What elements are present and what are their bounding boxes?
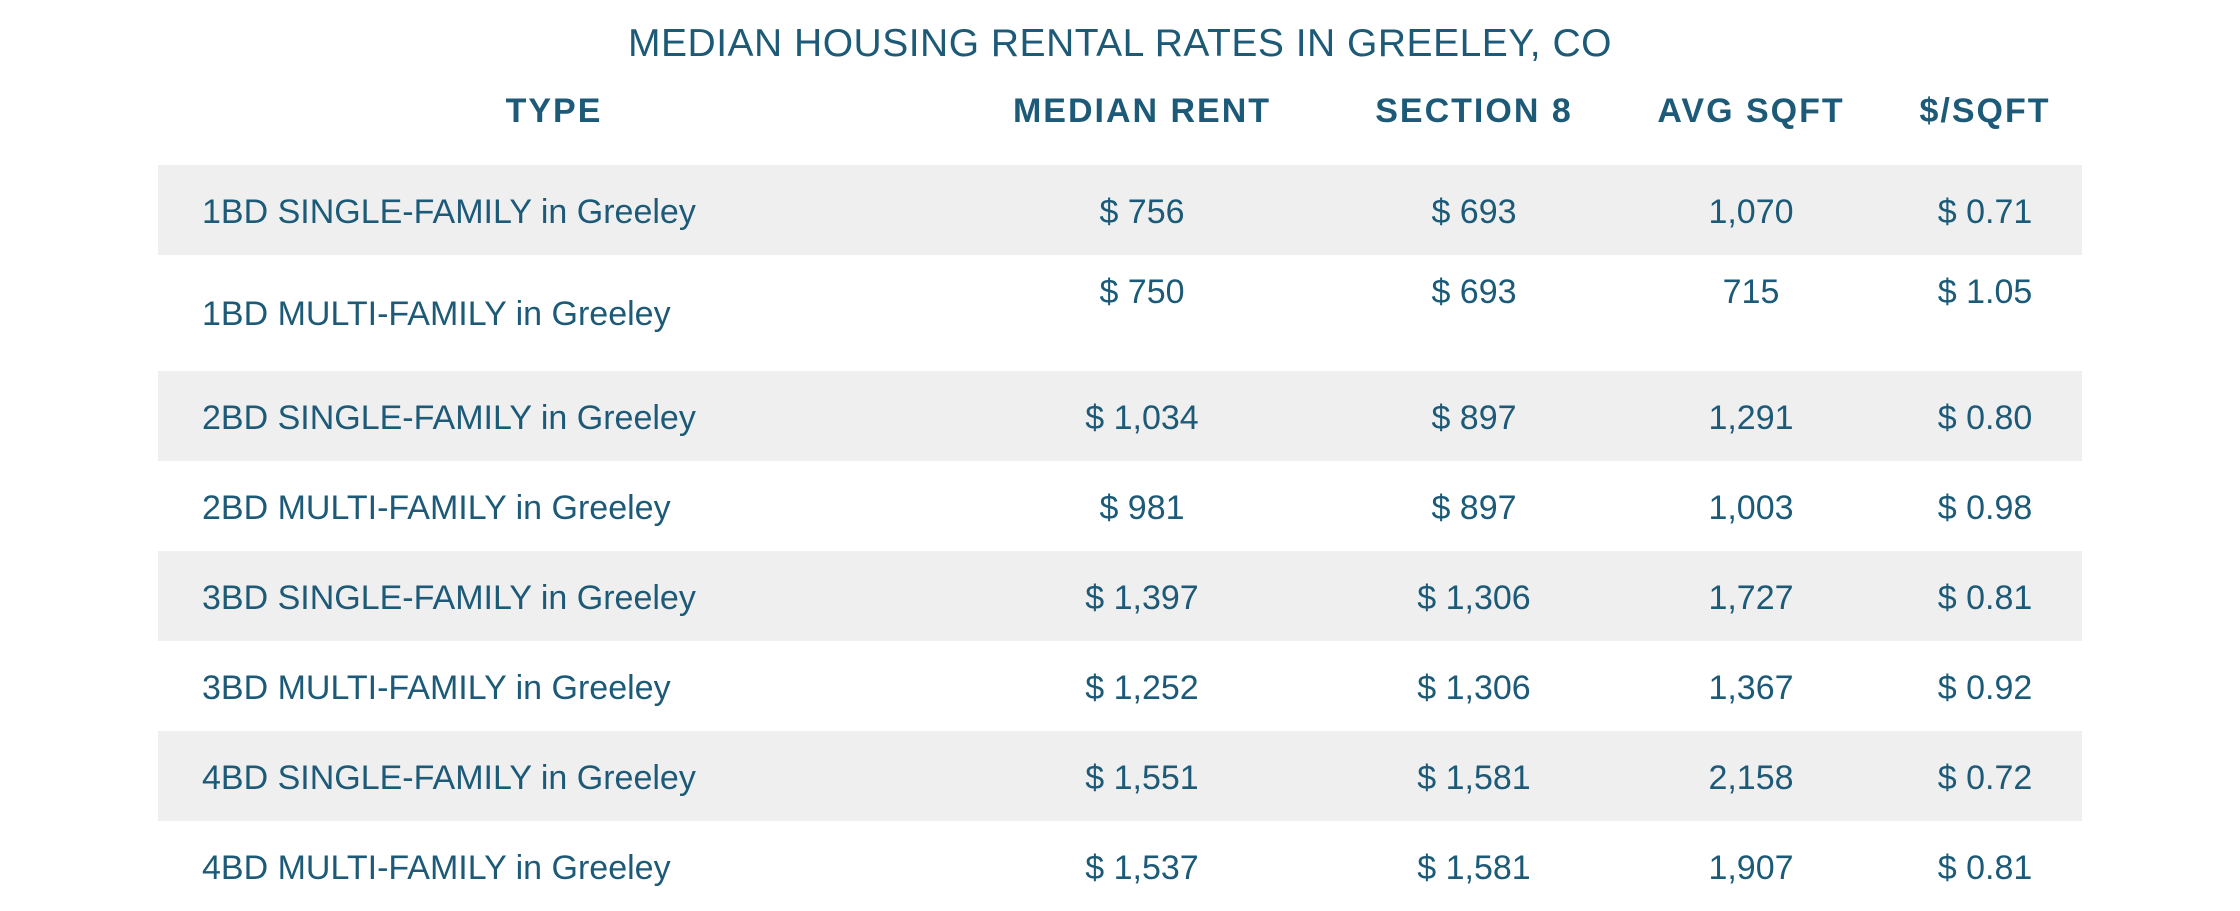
cell-price-per-sqft: $ 0.81 (1937, 579, 2033, 617)
cell-avg-sqft: 1,907 (1708, 849, 1794, 887)
cell-median-rent: $ 750 (1099, 273, 1185, 311)
cell-avg-sqft: 2,158 (1708, 759, 1794, 797)
cell-type: 2BD SINGLE-FAMILY in Greeley (202, 399, 696, 437)
cell-median-rent: $ 1,252 (1085, 669, 1199, 707)
cell-median-rent: $ 756 (1099, 193, 1185, 231)
cell-avg-sqft: 1,070 (1708, 193, 1794, 231)
cell-section-8: $ 1,306 (1417, 579, 1531, 617)
column-header-section-8: SECTION 8 (1375, 92, 1573, 130)
column-header-median-rent: MEDIAN RENT (1012, 92, 1272, 130)
cell-avg-sqft: 1,367 (1708, 669, 1794, 707)
rental-rates-table: 1BD SINGLE-FAMILY in Greeley $ 756 $ 693 1,… (158, 165, 2082, 911)
cell-median-rent: $ 1,551 (1085, 759, 1199, 797)
cell-section-8: $ 1,581 (1417, 759, 1531, 797)
column-header-price-per-sqft: $/SQFT (1919, 92, 2051, 130)
cell-avg-sqft: 1,003 (1708, 489, 1794, 527)
cell-section-8: $ 897 (1431, 489, 1517, 527)
cell-price-per-sqft: $ 0.71 (1937, 193, 2033, 231)
cell-avg-sqft: 715 (1722, 273, 1780, 311)
cell-median-rent: $ 1,397 (1085, 579, 1199, 617)
table-row: 2BD MULTI-FAMILY in Greeley $ 981 $ 897 1,0… (158, 461, 2082, 551)
cell-type: 1BD MULTI-FAMILY in Greeley (202, 295, 671, 333)
table-row: 2BD SINGLE-FAMILY in Greeley $ 1,034 $ 897… (158, 371, 2082, 461)
column-header-avg-sqft: AVG SQFT (1657, 92, 1845, 130)
cell-price-per-sqft: $ 0.81 (1937, 849, 2033, 887)
cell-price-per-sqft: $ 0.98 (1937, 489, 2033, 527)
cell-median-rent: $ 1,034 (1085, 399, 1199, 437)
cell-section-8: $ 693 (1431, 193, 1517, 231)
cell-avg-sqft: 1,291 (1708, 399, 1794, 437)
cell-type: 3BD MULTI-FAMILY in Greeley (202, 669, 671, 707)
column-header-type: TYPE (505, 92, 603, 130)
table-header: TYPE MEDIAN RENT SECTION 8 AVG SQFT $/SQFT (158, 92, 2082, 148)
table-row: 1BD MULTI-FAMILY in Greeley $ 750 $ 693 715… (158, 255, 2082, 371)
table-row: 3BD MULTI-FAMILY in Greeley $ 1,252 $ 1,30… (158, 641, 2082, 731)
cell-price-per-sqft: $ 1.05 (1937, 273, 2033, 311)
cell-type: 1BD SINGLE-FAMILY in Greeley (202, 193, 696, 231)
cell-avg-sqft: 1,727 (1708, 579, 1794, 617)
cell-median-rent: $ 1,537 (1085, 849, 1199, 887)
cell-type: 4BD MULTI-FAMILY in Greeley (202, 849, 671, 887)
table-row: 1BD SINGLE-FAMILY in Greeley $ 756 $ 693 1,… (158, 165, 2082, 255)
table-title: MEDIAN HOUSING RENTAL RATES IN GREELEY, … (628, 22, 1612, 65)
cell-type: 3BD SINGLE-FAMILY in Greeley (202, 579, 696, 617)
cell-section-8: $ 1,581 (1417, 849, 1531, 887)
cell-type: 2BD MULTI-FAMILY in Greeley (202, 489, 671, 527)
cell-price-per-sqft: $ 0.80 (1937, 399, 2033, 437)
table-row: 4BD SINGLE-FAMILY in Greeley $ 1,551 $ 1,5… (158, 731, 2082, 821)
table-row: 4BD MULTI-FAMILY in Greeley $ 1,537 $ 1,58… (158, 821, 2082, 911)
cell-median-rent: $ 981 (1099, 489, 1185, 527)
cell-type: 4BD SINGLE-FAMILY in Greeley (202, 759, 696, 797)
cell-section-8: $ 897 (1431, 399, 1517, 437)
table-row: 3BD SINGLE-FAMILY in Greeley $ 1,397 $ 1,3… (158, 551, 2082, 641)
cell-section-8: $ 1,306 (1417, 669, 1531, 707)
cell-price-per-sqft: $ 0.92 (1937, 669, 2033, 707)
cell-price-per-sqft: $ 0.72 (1937, 759, 2033, 797)
cell-section-8: $ 693 (1431, 273, 1517, 311)
